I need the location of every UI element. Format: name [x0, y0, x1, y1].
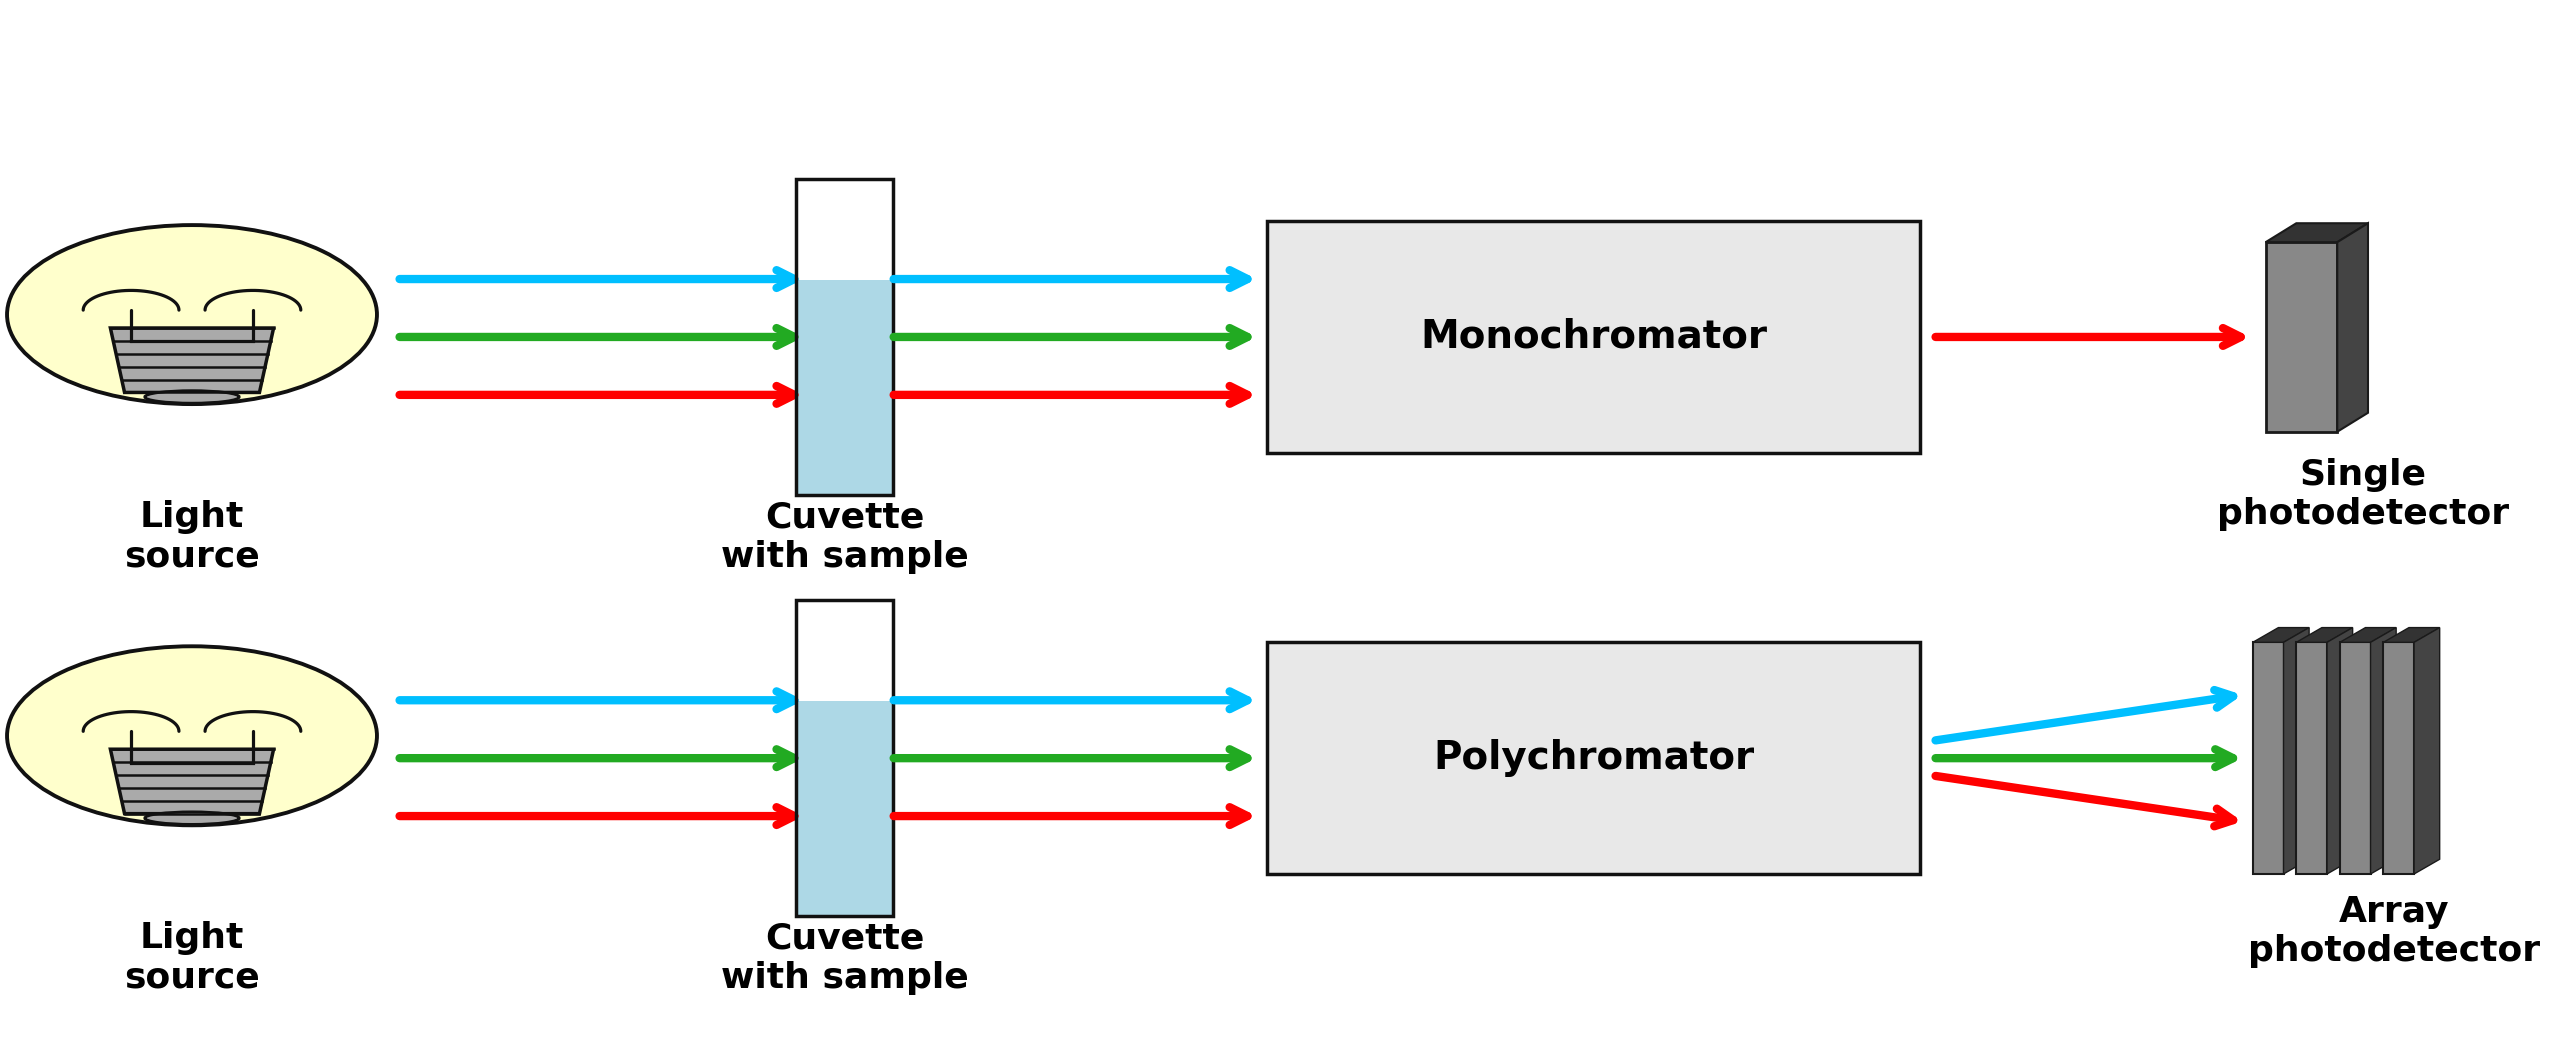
Text: Single
photodetector: Single photodetector	[2217, 458, 2509, 532]
Ellipse shape	[146, 391, 238, 403]
Polygon shape	[2414, 628, 2440, 874]
Polygon shape	[2337, 223, 2368, 432]
FancyBboxPatch shape	[1267, 642, 1920, 874]
Text: Light
source: Light source	[123, 921, 261, 995]
Polygon shape	[110, 750, 274, 814]
Ellipse shape	[8, 647, 376, 826]
Polygon shape	[110, 327, 274, 393]
Polygon shape	[2371, 628, 2396, 874]
Polygon shape	[2266, 242, 2337, 432]
FancyBboxPatch shape	[1267, 221, 1920, 453]
Polygon shape	[2296, 628, 2353, 642]
Bar	[796, 280, 893, 495]
Polygon shape	[2253, 628, 2309, 642]
Text: Cuvette
with sample: Cuvette with sample	[722, 500, 968, 574]
Ellipse shape	[8, 225, 376, 404]
Bar	[796, 600, 893, 916]
Polygon shape	[2284, 628, 2309, 874]
Polygon shape	[2383, 642, 2414, 874]
Text: Array
photodetector: Array photodetector	[2248, 895, 2540, 969]
Polygon shape	[2253, 642, 2284, 874]
Text: Polychromator: Polychromator	[1434, 739, 1754, 777]
Ellipse shape	[146, 812, 238, 824]
Text: Monochromator: Monochromator	[1421, 318, 1766, 356]
Text: Cuvette
with sample: Cuvette with sample	[722, 921, 968, 995]
Polygon shape	[2340, 642, 2371, 874]
Polygon shape	[2383, 628, 2440, 642]
Polygon shape	[2266, 223, 2368, 242]
Text: Light
source: Light source	[123, 500, 261, 574]
Polygon shape	[2296, 642, 2327, 874]
Bar	[796, 701, 893, 916]
Bar	[796, 179, 893, 495]
Polygon shape	[2327, 628, 2353, 874]
Polygon shape	[2340, 628, 2396, 642]
